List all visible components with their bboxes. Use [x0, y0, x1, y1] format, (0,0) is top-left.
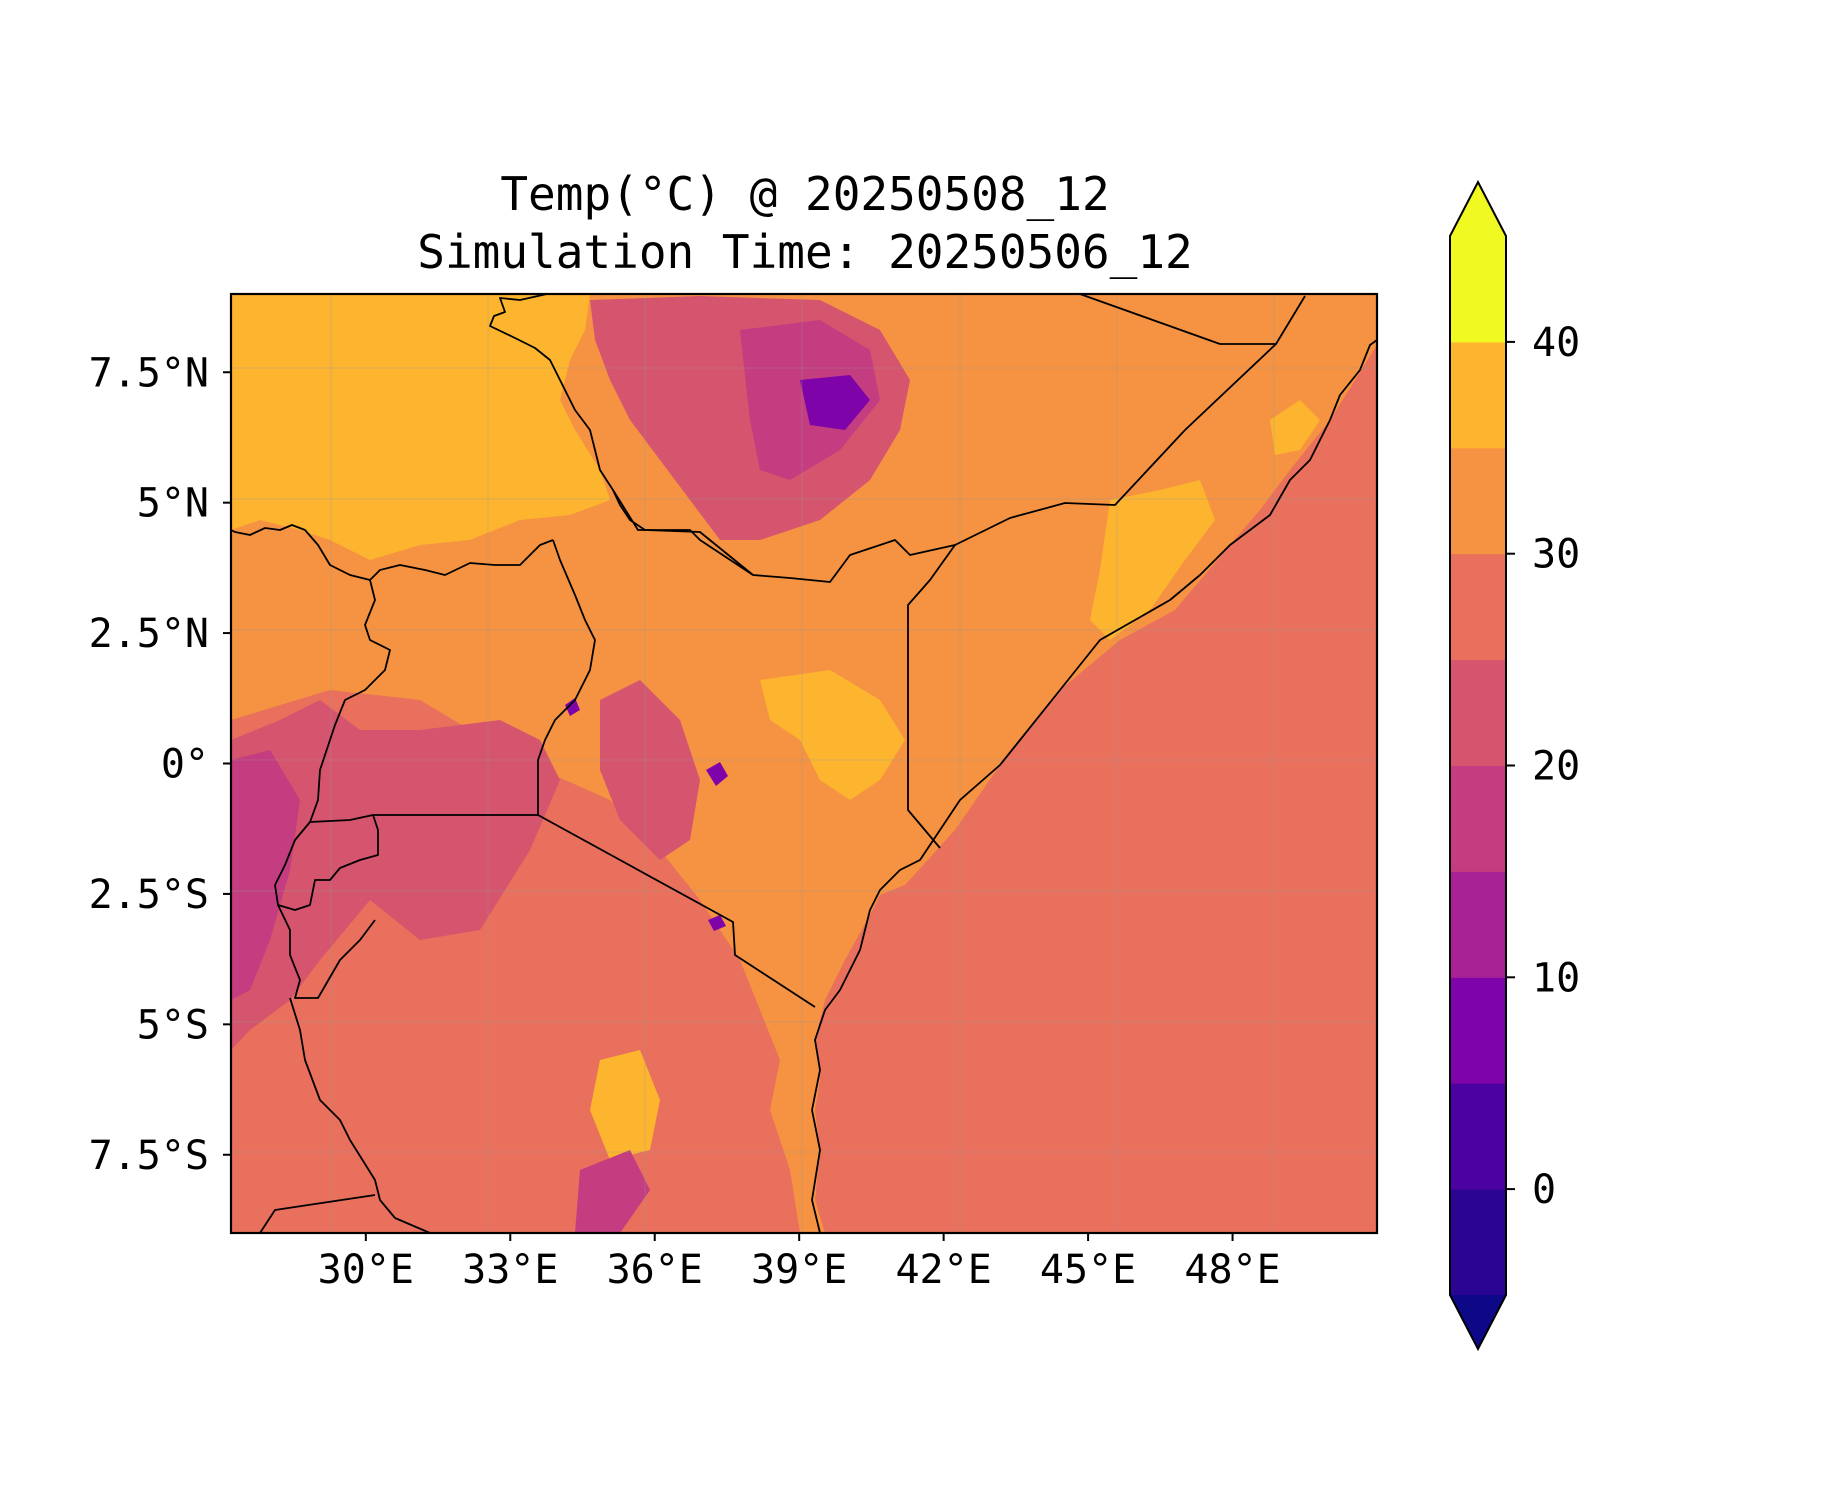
colorbar-segment [1450, 553, 1506, 661]
colorbar-segment [1450, 447, 1506, 555]
x-tick-label: 30°E [318, 1247, 414, 1293]
y-tick-label: 5°S [137, 1002, 209, 1048]
colorbar-segment [1450, 341, 1506, 449]
colorbar-tick-label: 10 [1532, 955, 1580, 1001]
y-tick-label: 2.5°N [89, 611, 209, 657]
temp-field-rift-15-20 [231, 750, 300, 1000]
colorbar: 0 10 20 30 40 [1449, 179, 1580, 1352]
colorbar-segment [1450, 765, 1506, 872]
border-ethiopia-kenya [612, 489, 754, 576]
border-zambia [259, 1194, 376, 1233]
colorbar-segment [1450, 1083, 1506, 1190]
colorbar-extend-max [1450, 182, 1506, 236]
temp-field-kenya-highlands [600, 680, 700, 860]
coastline [811, 339, 1377, 1233]
border-kenya-somalia [907, 544, 956, 849]
temp-field-northwest-35-40 [231, 294, 610, 560]
temp-field-hotspot-kenya [760, 670, 905, 800]
border-somalia-ethiopia [1079, 294, 1306, 345]
temp-field-kenya-highlands-cold [706, 762, 728, 786]
colorbar-extend-min [1450, 1295, 1506, 1349]
colorbar-tick-label: 30 [1532, 532, 1580, 578]
temp-field-hotspot-somalia [1090, 480, 1215, 640]
colorbar-segment [1450, 236, 1506, 343]
title-line-2: Simulation Time: 20250506_12 [417, 225, 1192, 279]
colorbar-outline [1449, 179, 1507, 1352]
x-tick-label: 33°E [462, 1247, 558, 1293]
y-tick-label: 5°N [137, 481, 209, 527]
gridlines [231, 294, 1377, 1233]
border-ethiopia-somalia-south [489, 294, 1277, 583]
border-sudan-uganda [231, 524, 554, 581]
temp-field-hotspot-ne [1270, 400, 1320, 455]
temp-field-south-rift [575, 1150, 650, 1233]
border-kenya-uganda [537, 539, 596, 815]
temp-field-hotspot-south [590, 1050, 660, 1160]
x-tick-label: 42°E [895, 1247, 991, 1293]
colorbar-tick-label: 0 [1532, 1167, 1556, 1213]
x-axis-ticks: 30°E 33°E 36°E 39°E 42°E 45°E 48°E [318, 1233, 1281, 1293]
colorbar-segment [1450, 977, 1506, 1084]
border-kenya-tanzania [537, 814, 816, 1008]
border-drc-uganda [309, 579, 391, 823]
border-tanzania-west [289, 997, 431, 1233]
colorbar-segment [1450, 659, 1506, 766]
colorbar-tick-label: 40 [1532, 320, 1580, 366]
x-tick-label: 36°E [607, 1247, 703, 1293]
y-tick-label: 2.5°S [89, 872, 209, 918]
temp-field-elgon-cold [565, 698, 580, 716]
title-line-1: Temp(°C) @ 20250508_12 [500, 167, 1109, 221]
x-tick-label: 45°E [1040, 1247, 1136, 1293]
colorbar-segment [1450, 871, 1506, 978]
map-panel [229, 292, 1379, 1235]
colorbar-tick-label: 20 [1532, 744, 1580, 790]
x-tick-label: 39°E [751, 1247, 847, 1293]
border-uganda-south [309, 814, 538, 823]
temp-field-ethiopia-10-15 [800, 375, 870, 430]
borders [231, 294, 1377, 1233]
border-rwanda-burundi [274, 814, 379, 999]
temp-field-rift-20-25 [231, 700, 560, 1050]
y-axis-ticks: 7.5°N 5°N 2.5°N 0° 2.5°S 5°S 7.5°S [89, 350, 231, 1179]
x-tick-label: 48°E [1184, 1247, 1280, 1293]
temp-field-kilimanjaro-cold [708, 915, 726, 931]
y-tick-label: 7.5°N [89, 350, 209, 396]
colorbar-segment [1450, 1189, 1506, 1296]
y-tick-label: 7.5°S [89, 1133, 209, 1179]
y-tick-label: 0° [161, 742, 209, 788]
